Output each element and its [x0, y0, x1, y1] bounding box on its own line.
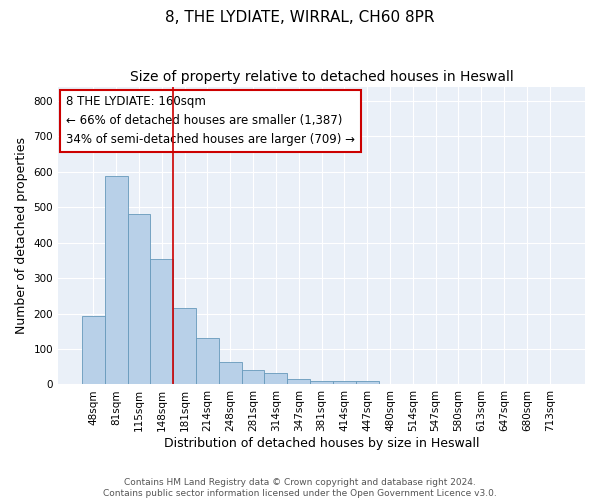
Bar	[242, 370, 265, 384]
X-axis label: Distribution of detached houses by size in Heswall: Distribution of detached houses by size …	[164, 437, 479, 450]
Y-axis label: Number of detached properties: Number of detached properties	[15, 137, 28, 334]
Bar	[356, 380, 379, 384]
Bar	[310, 380, 333, 384]
Bar	[173, 308, 196, 384]
Bar	[265, 373, 287, 384]
Bar	[151, 259, 173, 384]
Bar	[105, 176, 128, 384]
Text: Contains HM Land Registry data © Crown copyright and database right 2024.
Contai: Contains HM Land Registry data © Crown c…	[103, 478, 497, 498]
Bar	[219, 362, 242, 384]
Bar	[82, 316, 105, 384]
Text: 8 THE LYDIATE: 160sqm
← 66% of detached houses are smaller (1,387)
34% of semi-d: 8 THE LYDIATE: 160sqm ← 66% of detached …	[66, 96, 355, 146]
Bar	[128, 214, 151, 384]
Bar	[196, 338, 219, 384]
Bar	[287, 379, 310, 384]
Text: 8, THE LYDIATE, WIRRAL, CH60 8PR: 8, THE LYDIATE, WIRRAL, CH60 8PR	[165, 10, 435, 25]
Title: Size of property relative to detached houses in Heswall: Size of property relative to detached ho…	[130, 70, 514, 84]
Bar	[333, 381, 356, 384]
